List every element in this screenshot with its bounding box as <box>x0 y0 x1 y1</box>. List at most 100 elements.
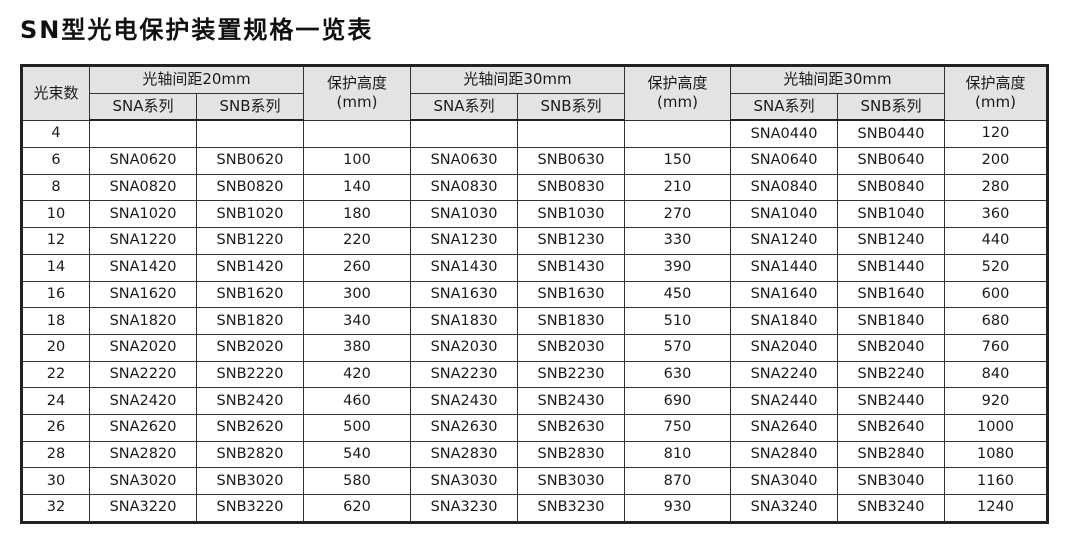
table-cell: SNA2220 <box>89 360 197 389</box>
table-cell: SNB0840 <box>837 173 945 202</box>
table-cell: SNB1620 <box>196 280 304 309</box>
height-header: 保护高度 (mm) <box>944 65 1048 121</box>
sna-series-header: SNA系列 <box>410 92 518 122</box>
table-cell: SNA1230 <box>410 227 518 255</box>
table-cell: SNA2030 <box>410 333 518 362</box>
table-cell: SNA3040 <box>730 467 838 495</box>
table-cell: SNB3030 <box>517 467 625 495</box>
table-row: 30 SNA3020 SNB3020 580 SNA3030 SNB3030 870 SNA3… <box>21 467 1048 495</box>
group-header-30mm: 光轴间距30mm <box>410 65 625 94</box>
table-row: 4 SNA0440 SNB0440 120 <box>21 119 1048 149</box>
table-cell: SNA1440 <box>730 253 838 282</box>
page-title: SN型光电保护装置规格一览表 <box>20 16 374 44</box>
snb-series-header: SNB系列 <box>196 92 304 122</box>
table-cell: SNB1440 <box>837 253 945 282</box>
table-cell: 920 <box>944 387 1048 415</box>
table-cell: SNB1030 <box>517 200 625 229</box>
height-label: 保护高度 <box>965 74 1026 93</box>
table-cell: SNA2830 <box>410 440 518 469</box>
table-cell: SNA1430 <box>410 253 518 282</box>
table-cell <box>196 119 304 149</box>
table-cell: 1000 <box>944 413 1048 442</box>
table-cell: 180 <box>303 200 411 229</box>
table-cell: SNA3240 <box>730 494 838 523</box>
table-row: 6 SNA0620 SNB0620 100 SNA0630 SNB0630 150 SNA06… <box>21 147 1048 175</box>
table-cell: SNB3240 <box>837 494 945 523</box>
table-cell: SNB2020 <box>196 333 304 362</box>
table-cell: 520 <box>944 253 1048 282</box>
table-cell: SNB3020 <box>196 467 304 495</box>
table-cell: 360 <box>944 200 1048 229</box>
table-cell: SNA0820 <box>89 173 197 202</box>
table-cell <box>410 119 518 149</box>
table-cell: SNB2430 <box>517 387 625 415</box>
height-label: 保护高度 <box>326 74 387 93</box>
table-cell: 680 <box>944 307 1048 335</box>
table-cell: SNA2840 <box>730 440 838 469</box>
table-cell: 220 <box>303 227 411 255</box>
beams-header: 光束数 <box>21 65 90 121</box>
table-cell: 22 <box>21 360 90 389</box>
table-cell: SNB1840 <box>837 307 945 335</box>
table-cell: 810 <box>624 440 731 469</box>
table-cell: SNB1240 <box>837 227 945 255</box>
table-cell: SNA3020 <box>89 467 197 495</box>
table-cell: SNA2230 <box>410 360 518 389</box>
table-cell: SNA3030 <box>410 467 518 495</box>
table-cell: 1160 <box>944 467 1048 495</box>
table-cell: SNA2440 <box>730 387 838 415</box>
table-cell: 840 <box>944 360 1048 389</box>
table-row: 10 SNA1020 SNB1020 180 SNA1030 SNB1030 270 SNA1… <box>21 200 1048 229</box>
table-cell: 620 <box>303 494 411 523</box>
table-cell: 210 <box>624 173 731 202</box>
table-cell: 570 <box>624 333 731 362</box>
table-row: 32 SNA3220 SNB3220 620 SNA3230 SNB3230 930 SNA3… <box>21 494 1048 523</box>
table-cell: SNB1830 <box>517 307 625 335</box>
table-cell: 30 <box>21 467 90 495</box>
table-cell: SNB1420 <box>196 253 304 282</box>
table-cell: SNA0840 <box>730 173 838 202</box>
table-cell: 12 <box>21 227 90 255</box>
table-cell: SNB0830 <box>517 173 625 202</box>
table-cell <box>89 119 197 149</box>
table-cell: 280 <box>944 173 1048 202</box>
table-cell: SNB1640 <box>837 280 945 309</box>
table-cell: SNA2620 <box>89 413 197 442</box>
table-cell: 390 <box>624 253 731 282</box>
table-cell: SNB2230 <box>517 360 625 389</box>
table-cell: 100 <box>303 147 411 175</box>
table-cell: 330 <box>624 227 731 255</box>
table-cell: 20 <box>21 333 90 362</box>
table-cell <box>624 119 731 149</box>
table-cell: SNA1840 <box>730 307 838 335</box>
table-cell: 200 <box>944 147 1048 175</box>
table-cell <box>303 119 411 149</box>
table-cell: 440 <box>944 227 1048 255</box>
height-unit: (mm) <box>975 93 1016 112</box>
table-cell: SNB3220 <box>196 494 304 523</box>
table-cell: SNB2420 <box>196 387 304 415</box>
table-cell: SNB2620 <box>196 413 304 442</box>
table-cell: SNA2020 <box>89 333 197 362</box>
table-row: 24 SNA2420 SNB2420 460 SNA2430 SNB2430 690 SNA2… <box>21 387 1048 415</box>
table-cell: 16 <box>21 280 90 309</box>
table-cell: SNA0440 <box>730 119 838 149</box>
table-cell: 6 <box>21 147 90 175</box>
height-label: 保护高度 <box>647 74 708 93</box>
table-cell: 630 <box>624 360 731 389</box>
table-cell: SNA1630 <box>410 280 518 309</box>
table-cell: SNB2040 <box>837 333 945 362</box>
table-cell: SNA0620 <box>89 147 197 175</box>
table-cell: SNA2820 <box>89 440 197 469</box>
table-row: 18 SNA1820 SNB1820 340 SNA1830 SNB1830 510 SNA1… <box>21 307 1048 335</box>
table-cell: 10 <box>21 200 90 229</box>
table-cell: 140 <box>303 173 411 202</box>
table-cell: SNB1820 <box>196 307 304 335</box>
table-cell: SNA1830 <box>410 307 518 335</box>
table-row: 14 SNA1420 SNB1420 260 SNA1430 SNB1430 390 SNA1… <box>21 253 1048 282</box>
table-cell: SNA2640 <box>730 413 838 442</box>
table-cell: 24 <box>21 387 90 415</box>
table-cell: 260 <box>303 253 411 282</box>
table-cell: 1080 <box>944 440 1048 469</box>
sna-series-header: SNA系列 <box>89 92 197 122</box>
